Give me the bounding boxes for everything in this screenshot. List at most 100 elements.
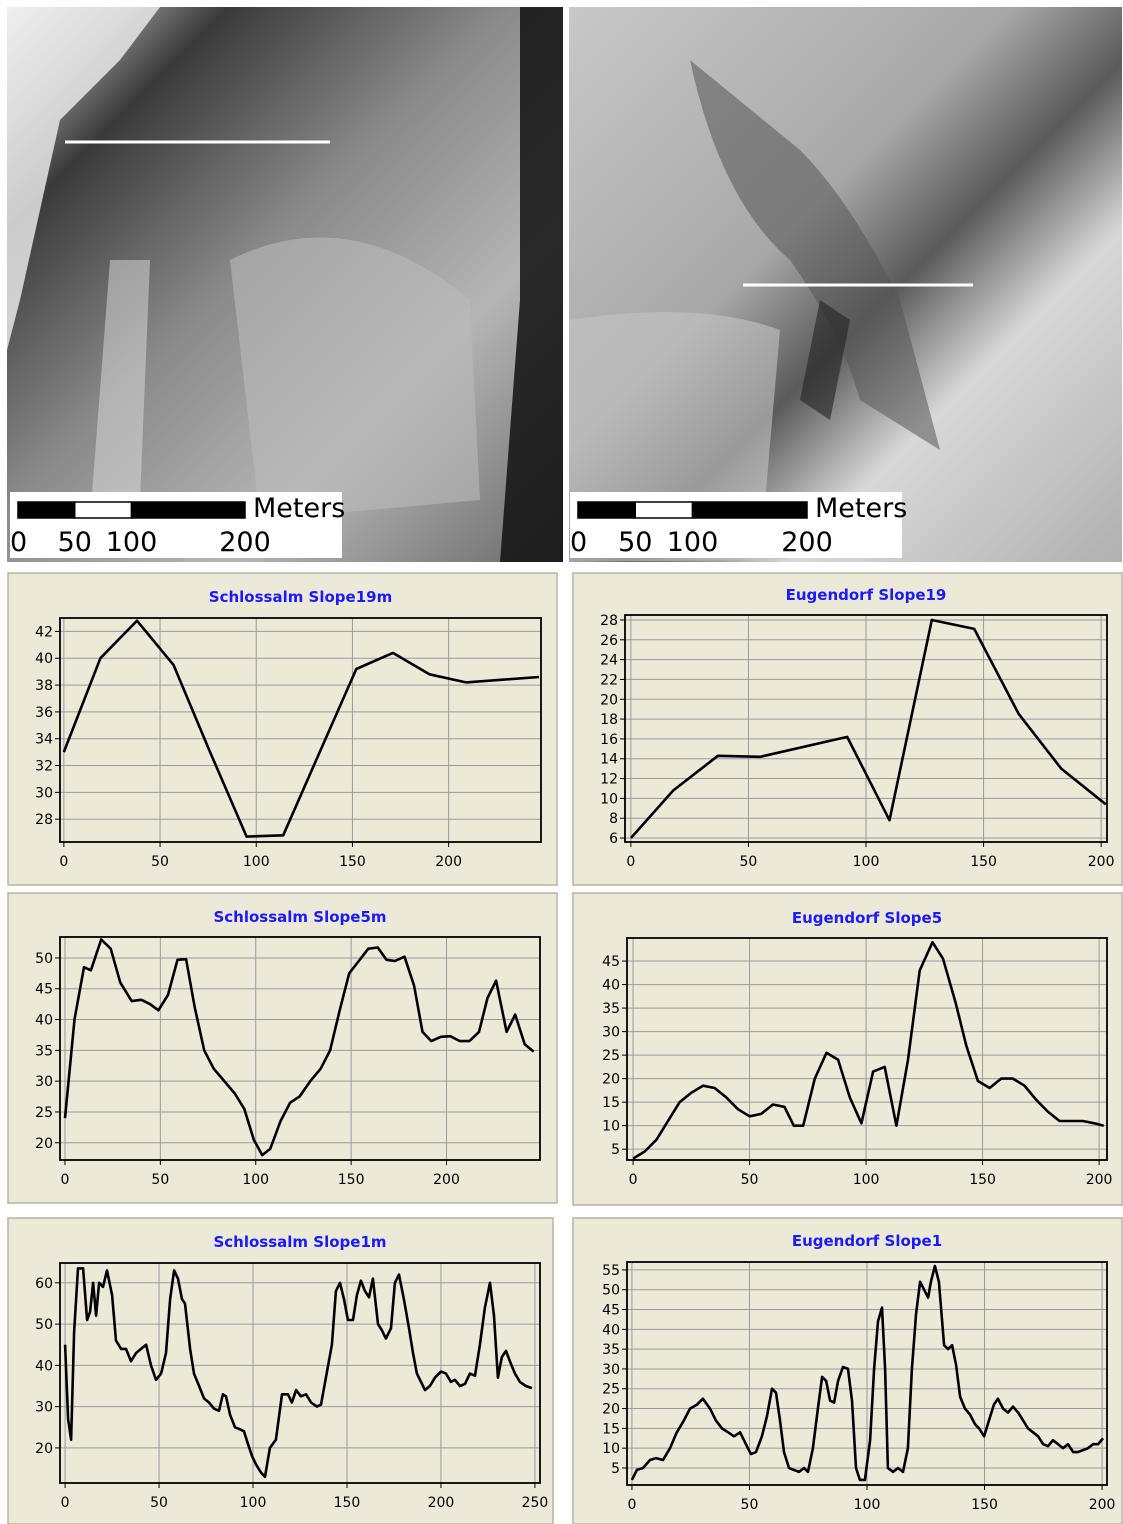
panel-background — [7, 892, 558, 1204]
data-line — [629, 618, 1107, 839]
y-tick-label: 16 — [600, 732, 618, 748]
y-tick-label: 55 — [602, 1263, 620, 1279]
scale-label: 200 — [781, 527, 833, 558]
chart-panel: Eugendorf Slope5 5 10 15 20 25 30 35 40 45 0 50 100 1… — [572, 892, 1123, 1206]
x-tick-label: 150 — [339, 854, 366, 870]
y-tick-label: 18 — [600, 712, 618, 728]
chart-title: Eugendorf Slope5 — [792, 909, 942, 927]
y-tick-label: 26 — [600, 633, 618, 649]
x-tick-label: 150 — [334, 1495, 361, 1511]
y-tick-label: 10 — [602, 1441, 620, 1457]
x-tick-label: 150 — [970, 854, 997, 870]
y-tick-label: 20 — [35, 1136, 53, 1152]
chart-title: Eugendorf Slope19 — [786, 586, 947, 604]
scale-segment — [130, 501, 246, 519]
hillshade-right — [569, 7, 1122, 562]
y-tick-label: 22 — [600, 672, 618, 688]
y-tick-label: 30 — [35, 1400, 53, 1416]
plot-frame — [626, 1261, 1108, 1486]
scale-unit: Meters — [253, 493, 345, 524]
x-tick-label: 200 — [1086, 1172, 1113, 1188]
y-tick-label: 12 — [600, 772, 618, 788]
x-tick-label: 100 — [243, 854, 270, 870]
y-tick-label: 20 — [602, 1402, 620, 1418]
chart-panel: Schlossalm Slope19m 28 30 32 34 36 38 40 42 0 50 10… — [7, 572, 558, 886]
data-line — [632, 940, 1105, 1160]
x-tick-label: 100 — [854, 1497, 881, 1513]
scale-label: 100 — [667, 527, 719, 558]
chart-panel: Schlossalm Slope1m 20 30 40 50 60 0 50 100 150 200… — [7, 1217, 554, 1524]
panel-background — [572, 892, 1123, 1206]
x-tick-label: 0 — [60, 1172, 69, 1188]
x-tick-label: 200 — [433, 1172, 460, 1188]
scale-segment — [74, 501, 133, 519]
chart-panel: Eugendorf Slope1 5 10 15 20 25 30 35 40 45 50 55 0 50… — [572, 1217, 1123, 1524]
y-tick-label: 60 — [35, 1276, 53, 1292]
y-tick-label: 42 — [35, 624, 53, 640]
scale-segment — [634, 501, 694, 519]
y-tick-label: 45 — [602, 954, 620, 970]
y-tick-label: 20 — [35, 1441, 53, 1457]
y-tick-label: 40 — [602, 978, 620, 994]
x-tick-label: 200 — [428, 1495, 455, 1511]
y-tick-label: 28 — [35, 812, 53, 828]
y-tick-label: 30 — [602, 1025, 620, 1041]
x-tick-label: 0 — [627, 1497, 636, 1513]
panel-background — [7, 1217, 554, 1524]
y-tick-label: 45 — [602, 1303, 620, 1319]
x-tick-label: 200 — [1088, 854, 1115, 870]
x-tick-label: 150 — [971, 1497, 998, 1513]
x-tick-label: 150 — [338, 1172, 365, 1188]
y-tick-label: 30 — [35, 1074, 53, 1090]
y-tick-label: 34 — [35, 732, 53, 748]
y-tick-label: 50 — [35, 951, 53, 967]
x-tick-label: 0 — [629, 1172, 638, 1188]
x-tick-label: 50 — [150, 1495, 168, 1511]
y-tick-label: 36 — [35, 705, 53, 721]
chart-title: Eugendorf Slope1 — [792, 1232, 942, 1250]
x-tick-label: 150 — [969, 1172, 996, 1188]
scale-label: 50 — [58, 527, 92, 558]
y-tick-label: 5 — [611, 1142, 620, 1158]
x-tick-label: 100 — [242, 1172, 269, 1188]
y-tick-label: 28 — [600, 613, 618, 629]
x-tick-label: 50 — [151, 854, 169, 870]
plot-frame — [626, 937, 1108, 1161]
y-tick-label: 8 — [609, 811, 618, 827]
y-tick-label: 40 — [35, 1013, 53, 1029]
y-tick-label: 5 — [611, 1461, 620, 1477]
y-tick-label: 35 — [35, 1043, 53, 1059]
x-tick-label: 100 — [853, 1172, 880, 1188]
scale-segment — [17, 501, 76, 519]
y-tick-label: 14 — [600, 752, 618, 768]
y-tick-label: 25 — [602, 1382, 620, 1398]
x-tick-label: 50 — [741, 1172, 759, 1188]
scale-label: 0 — [10, 527, 27, 558]
x-tick-label: 50 — [740, 854, 758, 870]
chart-panel: Schlossalm Slope5m 20 25 30 35 40 45 50 0 50 100 15… — [7, 892, 558, 1204]
y-tick-label: 35 — [602, 1001, 620, 1017]
y-tick-label: 30 — [35, 785, 53, 801]
scale-label: 0 — [570, 527, 587, 558]
y-tick-label: 40 — [602, 1322, 620, 1338]
scale-segment — [691, 501, 808, 519]
y-tick-label: 32 — [35, 759, 53, 775]
scale-label: 200 — [219, 527, 271, 558]
chart-title: Schlossalm Slope5m — [213, 908, 386, 926]
panel-background — [7, 572, 558, 886]
y-tick-label: 30 — [602, 1362, 620, 1378]
x-tick-label: 200 — [435, 854, 462, 870]
y-tick-label: 15 — [602, 1421, 620, 1437]
hillshade-left — [7, 7, 563, 562]
y-tick-label: 40 — [35, 1358, 53, 1374]
x-tick-label: 200 — [1089, 1497, 1116, 1513]
data-line — [62, 619, 540, 838]
scale-segment — [577, 501, 636, 519]
x-tick-label: 50 — [741, 1497, 759, 1513]
y-tick-label: 38 — [35, 678, 53, 694]
data-line — [63, 1267, 533, 1479]
y-tick-label: 20 — [600, 692, 618, 708]
y-tick-label: 50 — [602, 1283, 620, 1299]
x-tick-label: 100 — [853, 854, 880, 870]
